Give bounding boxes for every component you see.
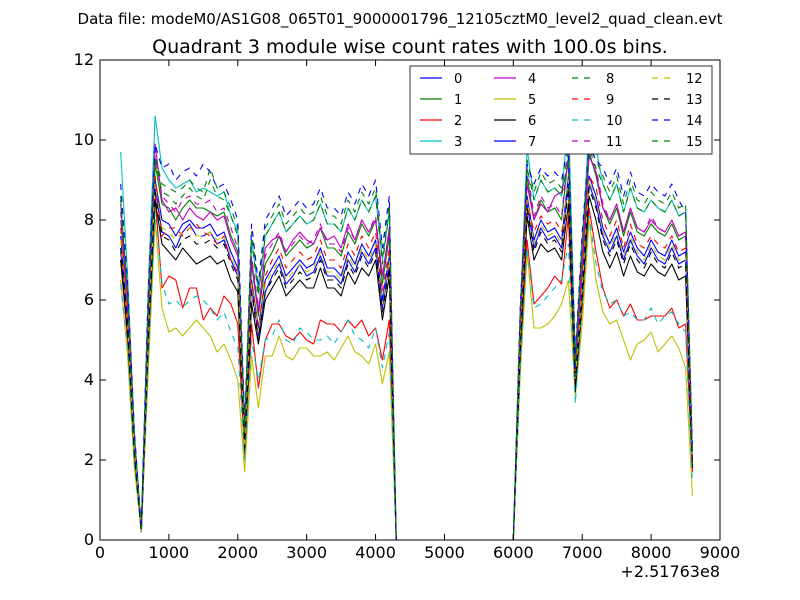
legend-label-2: 2 — [454, 114, 462, 129]
series-line-12 — [120, 179, 693, 540]
x-tick-label: 9000 — [700, 543, 741, 562]
series-line-5 — [120, 219, 693, 540]
figure-suptitle: Data file: modeM0/AS1G08_065T01_90000017… — [78, 10, 723, 29]
series-line-11 — [120, 147, 693, 540]
x-tick-label: 2000 — [217, 543, 258, 562]
x-tick-label: 4000 — [355, 543, 396, 562]
legend-label-15: 15 — [686, 135, 703, 150]
series-line-6 — [120, 195, 693, 540]
legend-label-4: 4 — [528, 72, 536, 87]
legend-label-5: 5 — [528, 93, 536, 108]
legend-label-11: 11 — [606, 135, 623, 150]
x-tick-label: 7000 — [562, 543, 603, 562]
series-line-4 — [120, 143, 693, 540]
legend-label-0: 0 — [454, 72, 462, 87]
series-line-1 — [120, 151, 693, 540]
legend-label-1: 1 — [454, 93, 462, 108]
x-axis-offset-label: +2.51763e8 — [620, 562, 720, 581]
legend-label-14: 14 — [686, 114, 703, 129]
legend-label-7: 7 — [528, 135, 536, 150]
y-tick-label: 10 — [74, 130, 94, 149]
x-tick-label: 0 — [95, 543, 105, 562]
x-tick-label: 3000 — [286, 543, 327, 562]
x-tick-label: 8000 — [631, 543, 672, 562]
legend-label-12: 12 — [686, 72, 703, 87]
y-tick-label: 6 — [84, 290, 94, 309]
series-line-7 — [120, 175, 693, 540]
legend-label-6: 6 — [528, 114, 536, 129]
legend-label-10: 10 — [606, 114, 623, 129]
y-tick-label: 2 — [84, 450, 94, 469]
plot-frame — [99, 59, 721, 541]
series-line-13 — [120, 187, 693, 540]
x-tick-label: 6000 — [493, 543, 534, 562]
axes-layer: 0 1000 2000 3000 4000 5000 6000 7000 8000 9000 0 2 4… — [74, 50, 741, 562]
legend-label-3: 3 — [454, 135, 462, 150]
series-line-8 — [120, 147, 693, 540]
legend-box — [409, 65, 713, 155]
chart-title: Quadrant 3 module wise count rates with … — [152, 36, 668, 58]
legend-label-8: 8 — [606, 72, 614, 87]
y-tick-label: 4 — [84, 370, 94, 389]
series-line-9 — [120, 175, 693, 540]
legend-label-9: 9 — [606, 93, 614, 108]
series-line-2 — [120, 195, 693, 540]
y-tick-label: 0 — [84, 530, 94, 549]
x-tick-label: 1000 — [149, 543, 190, 562]
x-tick-label: 5000 — [424, 543, 465, 562]
y-tick-label: 8 — [84, 210, 94, 229]
legend-label-13: 13 — [686, 93, 703, 108]
y-tick-label: 12 — [74, 50, 94, 69]
